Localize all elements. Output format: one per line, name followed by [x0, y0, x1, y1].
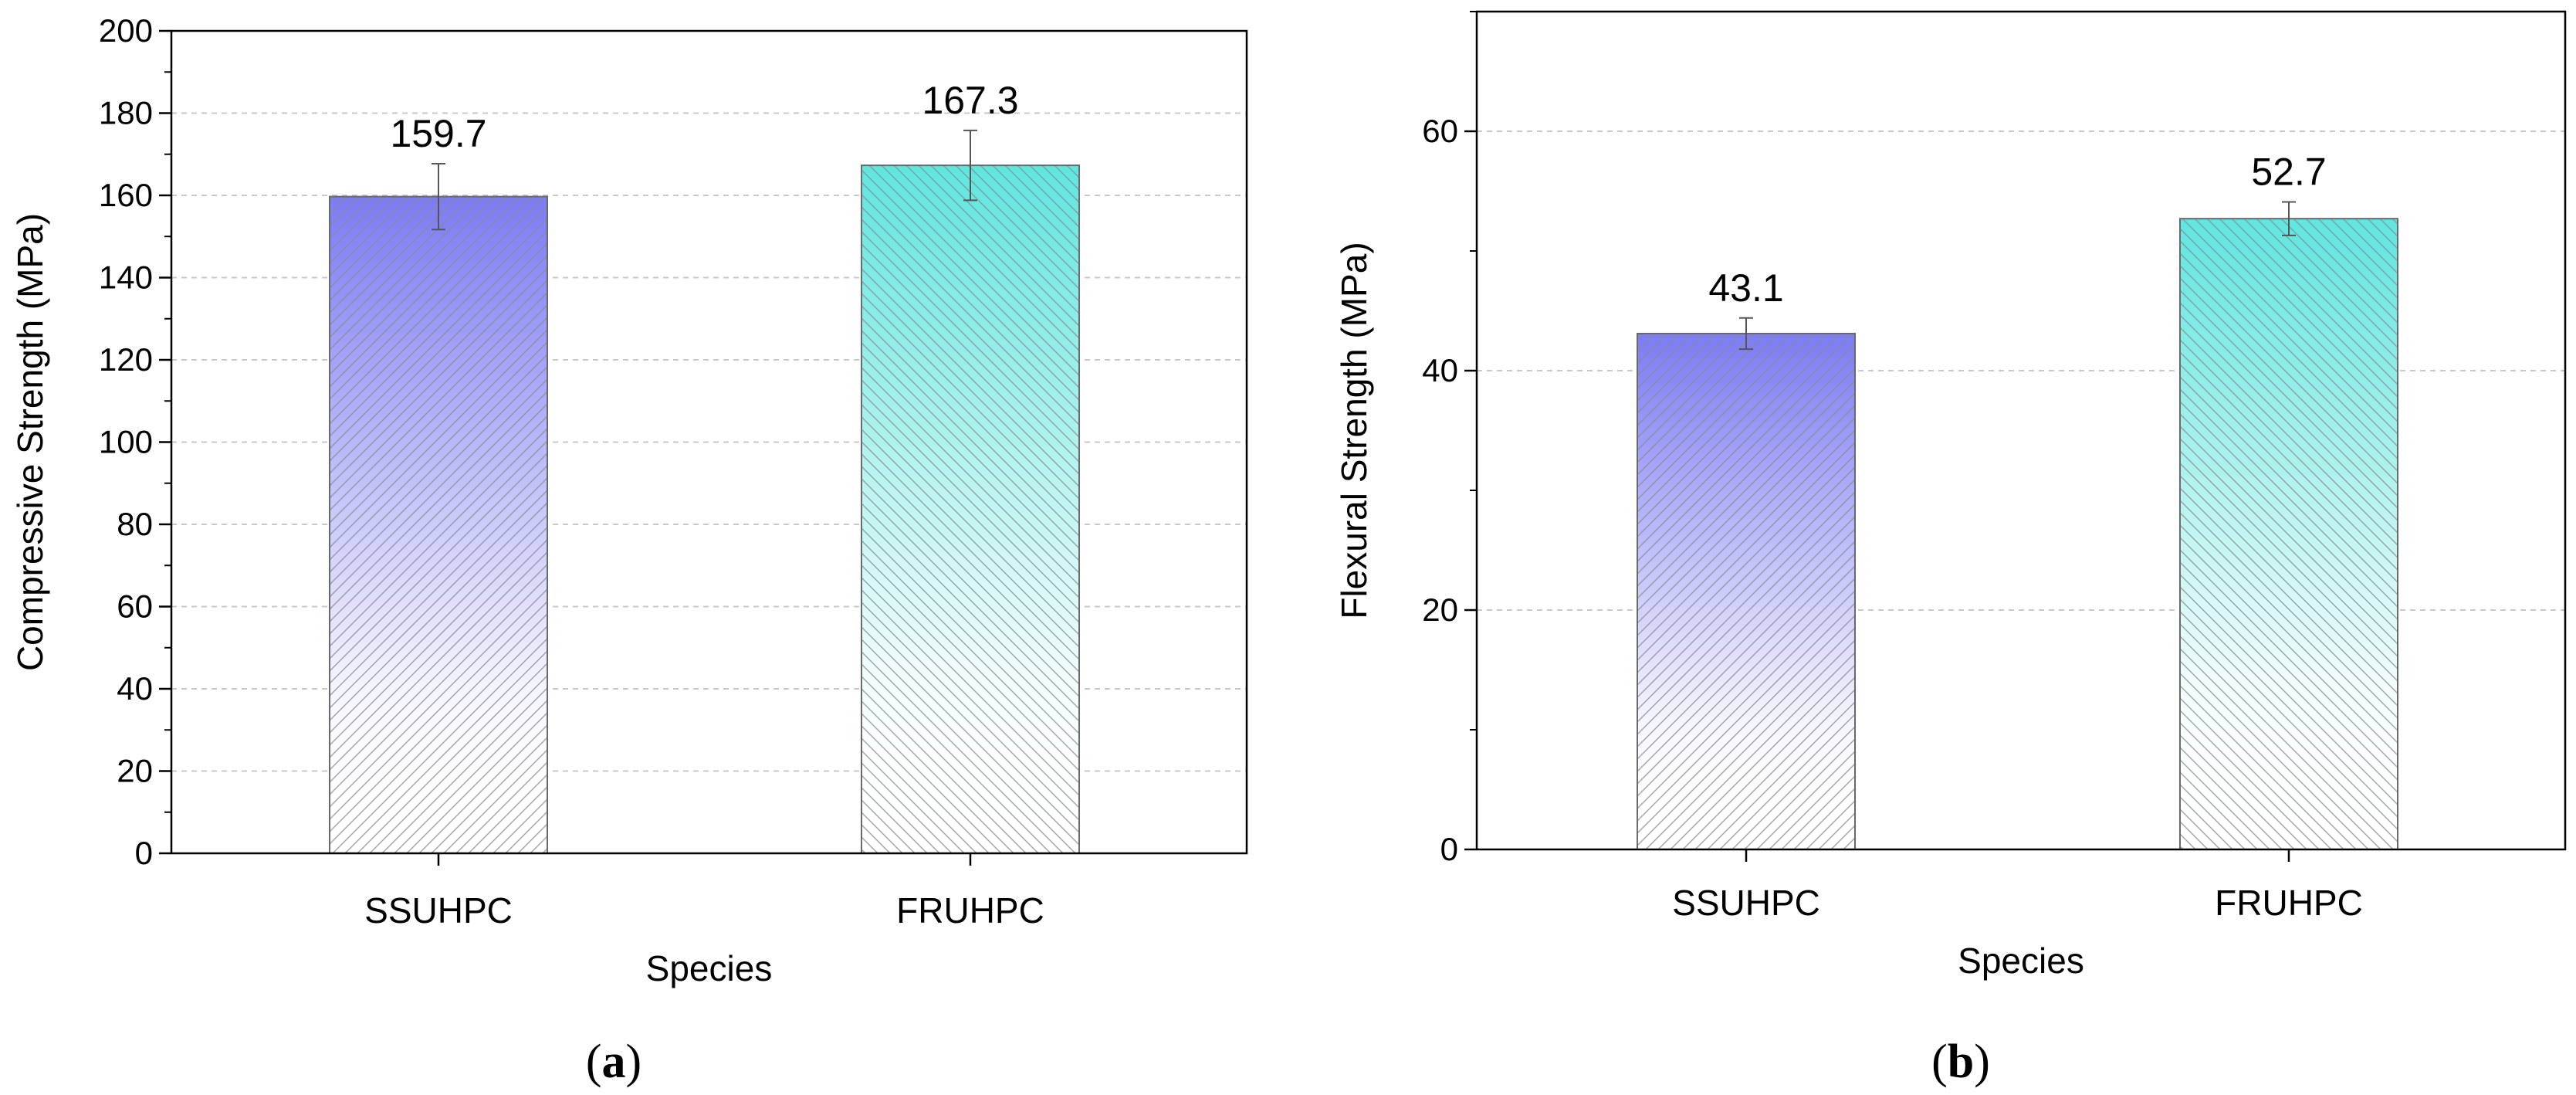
chart-panel-a: 159.7 SSUHPC 167.3 FRUHPC 0 20 40 60 80 100 120 140… [10, 12, 1248, 988]
bar-hatch-fruhpc [2180, 219, 2398, 849]
bar-hatch-ssuhpc [330, 196, 547, 853]
y-tick-label-160: 160 [99, 177, 153, 213]
panel-caption-b-letter: b [1948, 1036, 1974, 1088]
data-label-fruhpc: 52.7 [2251, 150, 2326, 193]
y-tick-label-120: 120 [99, 341, 153, 378]
data-label-fruhpc: 167.3 [922, 79, 1018, 122]
panel-caption-a-letter: a [602, 1036, 626, 1088]
x-tick-label-fruhpc: FRUHPC [896, 890, 1044, 931]
y-tick-label-100: 100 [99, 424, 153, 460]
y-tick-label-80: 80 [117, 506, 153, 542]
y-tick-label-60: 60 [117, 588, 153, 625]
plot-frame [1475, 10, 2567, 851]
x-tick-label-ssuhpc: SSUHPC [1672, 883, 1820, 923]
y-axis-title: Flexural Strength (MPa) [1334, 242, 1374, 619]
y-tick-label-0: 0 [1440, 831, 1458, 867]
x-axis-title: Species [1958, 941, 2084, 981]
x-tick-label-ssuhpc: SSUHPC [364, 890, 513, 931]
y-tick-label-180: 180 [99, 95, 153, 131]
y-tick-label-40: 40 [117, 670, 153, 707]
x-tick-label-fruhpc: FRUHPC [2215, 883, 2363, 923]
chart-panel-b: 43.1 SSUHPC 52.7 FRUHPC 0 20 40 60 Flexural Stre… [1334, 10, 2567, 981]
y-tick-label-20: 20 [1422, 592, 1458, 628]
y-tick-label-40: 40 [1422, 352, 1458, 388]
data-label-ssuhpc: 159.7 [390, 112, 486, 155]
data-label-ssuhpc: 43.1 [1708, 266, 1783, 310]
bar-hatch-fruhpc [861, 165, 1079, 853]
y-axis-title: Compressive Strength (MPa) [10, 213, 50, 671]
panel-caption-a: (a) [586, 1036, 641, 1088]
y-tick-label-0: 0 [135, 835, 153, 871]
y-tick-label-60: 60 [1422, 113, 1458, 149]
panel-caption-b: (b) [1931, 1036, 1990, 1088]
bar-hatch-ssuhpc [1637, 333, 1855, 849]
y-tick-label-20: 20 [117, 753, 153, 789]
y-tick-label-200: 200 [99, 12, 153, 49]
x-axis-title: Species [646, 948, 773, 988]
y-tick-label-140: 140 [99, 259, 153, 296]
